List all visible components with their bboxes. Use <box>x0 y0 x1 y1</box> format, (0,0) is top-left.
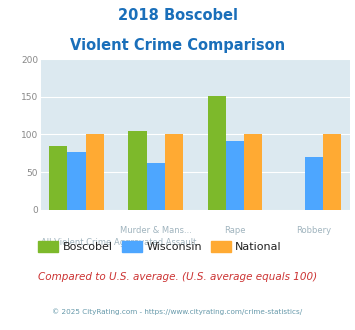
Text: All Violent Crime: All Violent Crime <box>41 238 111 247</box>
Bar <box>244 134 262 210</box>
Text: Murder & Mans...: Murder & Mans... <box>120 226 192 235</box>
Legend: Boscobel, Wisconsin, National: Boscobel, Wisconsin, National <box>34 237 286 256</box>
Text: © 2025 CityRating.com - https://www.cityrating.com/crime-statistics/: © 2025 CityRating.com - https://www.city… <box>53 309 302 315</box>
Bar <box>208 96 226 210</box>
Bar <box>49 146 67 210</box>
Bar <box>305 157 323 210</box>
Bar <box>165 134 183 210</box>
Text: Compared to U.S. average. (U.S. average equals 100): Compared to U.S. average. (U.S. average … <box>38 272 317 282</box>
Text: Rape: Rape <box>224 226 246 235</box>
Bar <box>323 134 342 210</box>
Bar <box>86 134 104 210</box>
Text: Violent Crime Comparison: Violent Crime Comparison <box>70 38 285 53</box>
Bar <box>226 141 244 210</box>
Text: Aggravated Assault: Aggravated Assault <box>114 238 197 247</box>
Bar <box>67 152 86 210</box>
Bar <box>129 131 147 210</box>
Text: 2018 Boscobel: 2018 Boscobel <box>118 8 237 23</box>
Text: Robbery: Robbery <box>296 226 332 235</box>
Bar <box>147 163 165 210</box>
